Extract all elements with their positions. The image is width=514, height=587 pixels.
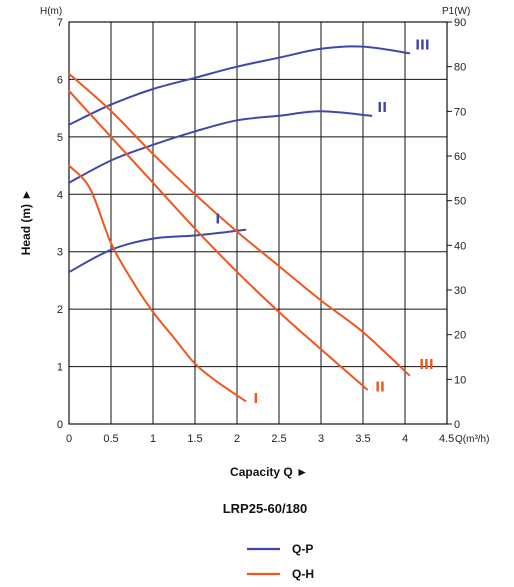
series-line-q-p-i — [68, 228, 247, 274]
x-tick-label: 4.5 — [439, 433, 454, 445]
x-tick-label: 2 — [234, 433, 240, 445]
series-line-q-h-ii — [68, 89, 369, 391]
y-left-tick-label: 5 — [57, 132, 63, 144]
y-left-tick-label: 7 — [57, 17, 63, 29]
y-left-tick-label: 4 — [57, 189, 63, 201]
chart-title: LRP25-60/180 — [223, 501, 308, 516]
curve-label-q-h-i: I — [253, 392, 258, 407]
y-left-unit: H(m) — [40, 6, 62, 17]
x-tick-label: 4 — [402, 433, 408, 445]
y-right-tick-label: 10 — [454, 374, 466, 386]
grid — [68, 21, 448, 425]
series-line-q-p-iii — [68, 45, 411, 126]
y-right-tick-label: 60 — [454, 151, 466, 163]
legend-label-q-p: Q-P — [292, 542, 313, 556]
series-line-q-p-ii — [68, 110, 373, 184]
x-unit: Q(m³/h) — [455, 434, 489, 445]
x-axis-title: Capacity Q ► — [230, 465, 308, 479]
y-right-tick-label: 20 — [454, 330, 466, 342]
curve-label-q-p-ii: II — [377, 101, 387, 116]
series-line-q-h-iii — [68, 72, 411, 377]
y-right-tick-label: 0 — [454, 419, 460, 431]
x-tick-label: 1.5 — [187, 433, 202, 445]
y-left-tick-label: 6 — [57, 74, 63, 86]
y-left-tick-label: 2 — [57, 304, 63, 316]
curve-label-q-h-iii: III — [419, 358, 434, 373]
x-tick-label: 2.5 — [271, 433, 286, 445]
series-line-q-h-i — [68, 164, 247, 402]
curve-label-q-p-iii: III — [415, 38, 430, 53]
y-right-tick-label: 40 — [454, 240, 466, 252]
x-tick-label: 0.5 — [103, 433, 118, 445]
y-left-tick-label: 0 — [57, 419, 63, 431]
y-right-tick-label: 70 — [454, 106, 466, 118]
y-right-unit: P1(W) — [442, 6, 470, 17]
series-lines — [68, 45, 411, 402]
legend: Q-P Q-H — [247, 542, 314, 581]
y-right-tick-label: 50 — [454, 196, 466, 208]
axes: 0 0.5 1 1.5 2 2.5 3 3.5 4 4.501234567010203040506… — [57, 17, 466, 445]
x-tick-label: 0 — [66, 433, 72, 445]
y-right-tick-label: 30 — [454, 285, 466, 297]
y-left-tick-label: 3 — [57, 247, 63, 259]
x-tick-label: 3 — [318, 433, 324, 445]
x-tick-label: 1 — [150, 433, 156, 445]
curve-label-q-p-i: I — [215, 213, 220, 228]
curve-label-q-h-ii: II — [375, 381, 385, 396]
legend-label-q-h: Q-H — [292, 567, 314, 581]
plot-frame — [68, 21, 448, 425]
y-right-tick-label: 80 — [454, 62, 466, 74]
y-axis-title: Head (m) ► — [19, 189, 33, 256]
y-left-tick-label: 1 — [57, 362, 63, 374]
x-tick-label: 3.5 — [355, 433, 370, 445]
y-right-tick-label: 90 — [454, 17, 466, 29]
